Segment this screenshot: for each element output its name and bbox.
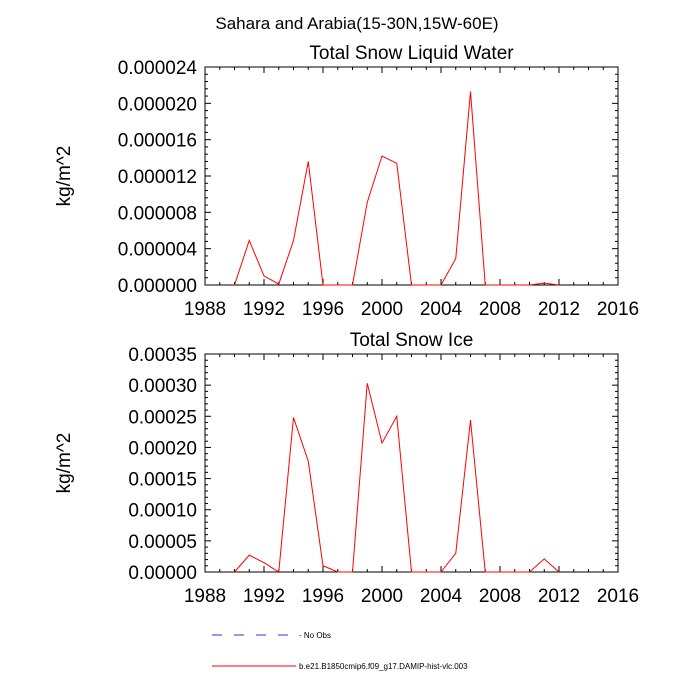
x-tick-label: 2004 xyxy=(420,299,463,320)
y-tick-label: 0.00035 xyxy=(128,345,197,366)
y-tick-label: 0.000008 xyxy=(118,203,197,224)
x-tick-label: 2000 xyxy=(361,299,403,320)
y-tick-label: 0.00025 xyxy=(128,407,197,428)
y-tick-label: 0.000012 xyxy=(118,167,197,188)
chart-panel-1: Total Snow Liquid Water 1988 1992 1996 2000 2… xyxy=(54,43,639,320)
y-axis-label: kg/m^2 xyxy=(54,433,75,494)
chart-panel-2: Total Snow Ice 1988 1992 1996 2000 2004 2008 20… xyxy=(54,330,639,607)
x-tick-label: 2012 xyxy=(538,586,580,607)
figure-title: Sahara and Arabia(15-30N,15W-60E) xyxy=(215,14,498,33)
x-tick-label: 2008 xyxy=(479,299,521,320)
plot-frame xyxy=(204,353,619,573)
y-tick-label: 0.000004 xyxy=(118,240,198,261)
x-tick-label: 1988 xyxy=(184,586,226,607)
x-tick-label: 1992 xyxy=(243,299,285,320)
y-tick-label: 0.00000 xyxy=(128,563,197,584)
y-tick-label: 0.000016 xyxy=(118,131,197,152)
plot-frame xyxy=(204,66,619,286)
legend-label: - No Obs xyxy=(299,631,331,640)
x-tick-label: 1996 xyxy=(302,586,344,607)
legend-item: b.e21.B1850cmip6.f09_g17.DAMIP-hist-vlc.… xyxy=(212,662,468,671)
series-line xyxy=(234,91,560,286)
legend: - No Obs b.e21.B1850cmip6.f09_g17.DAMIP-h… xyxy=(212,631,468,671)
y-tick-label: 0.00010 xyxy=(128,501,197,522)
legend-item: - No Obs xyxy=(212,631,331,640)
y-tick-label: 0.000024 xyxy=(118,58,198,79)
y-tick-label: 0.00015 xyxy=(128,470,197,491)
panel-title: Total Snow Ice xyxy=(350,330,474,351)
x-tick-label: 2012 xyxy=(538,299,580,320)
x-tick-label: 1988 xyxy=(184,299,226,320)
y-tick-label: 0.00005 xyxy=(128,532,197,553)
y-tick-label: 0.00020 xyxy=(128,438,197,459)
series-line xyxy=(234,383,560,573)
y-tick-label: 0.000000 xyxy=(118,276,197,297)
x-tick-label: 1992 xyxy=(243,586,285,607)
x-tick-label: 1996 xyxy=(302,299,344,320)
y-tick-label: 0.000020 xyxy=(118,94,197,115)
y-axis-label: kg/m^2 xyxy=(54,146,75,207)
x-tick-label: 2016 xyxy=(597,586,639,607)
y-tick-label: 0.00030 xyxy=(128,376,197,397)
x-tick-label: 2008 xyxy=(479,586,521,607)
chart-panels: Total Snow Liquid Water 1988 1992 1996 2000 2… xyxy=(54,43,639,607)
x-tick-label: 2004 xyxy=(420,586,463,607)
x-tick-label: 2000 xyxy=(361,586,403,607)
x-tick-label: 2016 xyxy=(597,299,639,320)
legend-label: b.e21.B1850cmip6.f09_g17.DAMIP-hist-vlc.… xyxy=(299,662,468,671)
panel-title: Total Snow Liquid Water xyxy=(309,43,514,64)
